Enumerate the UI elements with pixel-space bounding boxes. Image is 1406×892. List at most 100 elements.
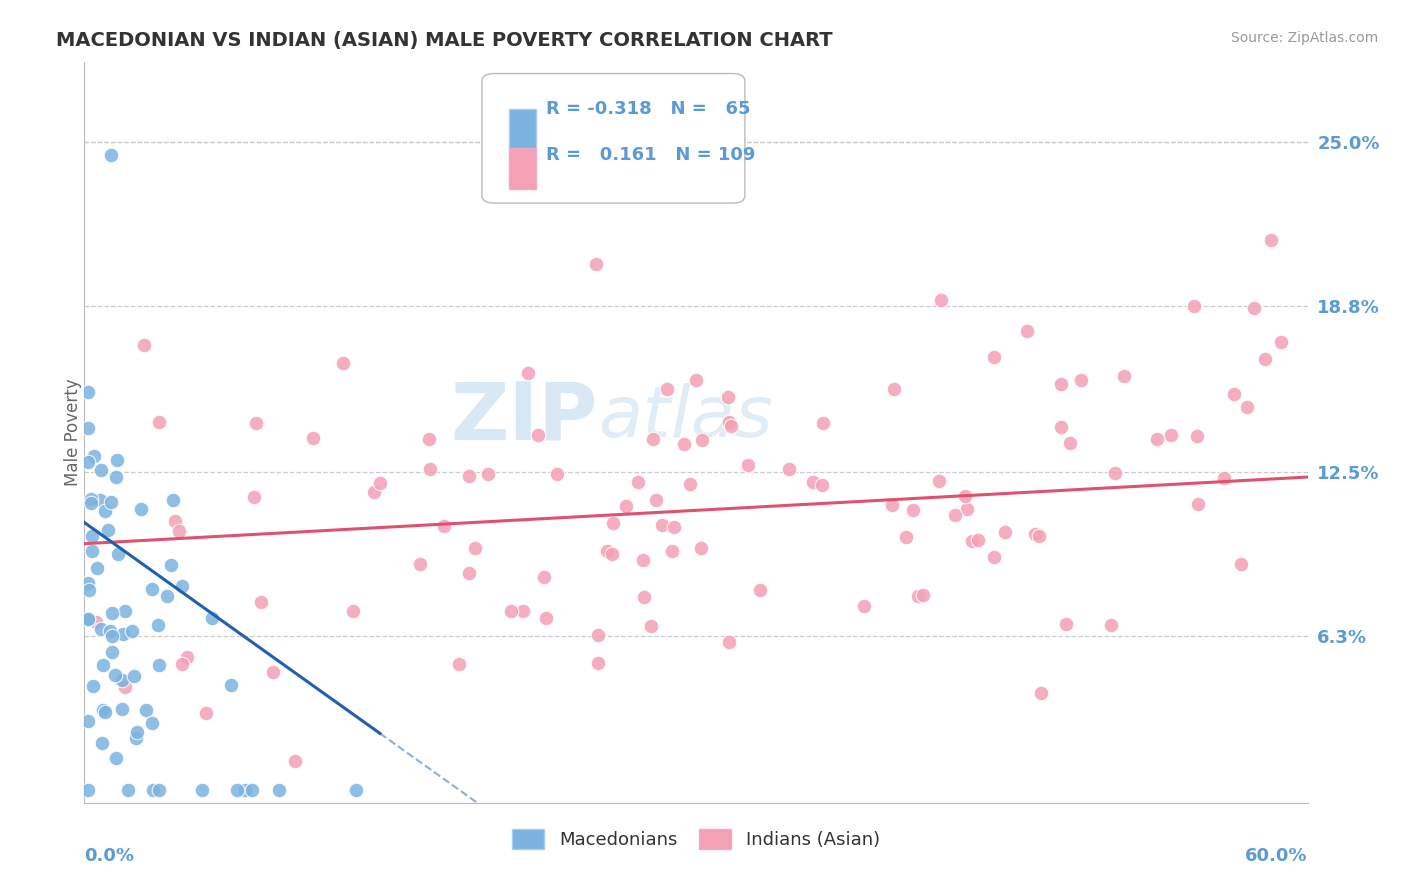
Point bbox=[132, 338, 155, 352]
Text: atlas: atlas bbox=[598, 384, 773, 452]
Point bbox=[97, 523, 120, 537]
Point bbox=[141, 715, 163, 730]
Point bbox=[77, 582, 100, 597]
Legend: Macedonians, Indians (Asian): Macedonians, Indians (Asian) bbox=[505, 822, 887, 856]
Point bbox=[170, 657, 193, 672]
Point bbox=[114, 604, 136, 618]
Point bbox=[245, 416, 267, 430]
Point bbox=[89, 493, 111, 508]
Text: ZIP: ZIP bbox=[451, 379, 598, 457]
Point bbox=[464, 541, 486, 556]
Point bbox=[82, 679, 104, 693]
Y-axis label: Male Poverty: Male Poverty bbox=[65, 379, 82, 486]
Point bbox=[1187, 429, 1209, 443]
Text: 60.0%: 60.0% bbox=[1246, 847, 1308, 865]
Point bbox=[167, 524, 190, 538]
Point bbox=[100, 624, 122, 639]
Point bbox=[1029, 686, 1052, 700]
Point bbox=[960, 533, 983, 548]
Point bbox=[284, 754, 307, 768]
Point bbox=[1213, 471, 1236, 485]
Point bbox=[718, 415, 741, 429]
Point bbox=[148, 782, 170, 797]
Point bbox=[262, 665, 284, 680]
Point bbox=[163, 514, 186, 528]
Point bbox=[342, 604, 364, 618]
Point bbox=[811, 416, 834, 430]
Text: 0.0%: 0.0% bbox=[84, 847, 135, 865]
Point bbox=[121, 624, 143, 638]
Point bbox=[679, 476, 702, 491]
Point bbox=[803, 475, 825, 489]
Point bbox=[80, 529, 103, 543]
Point bbox=[226, 782, 249, 797]
Point bbox=[880, 498, 903, 512]
Point bbox=[546, 467, 568, 482]
Point bbox=[1059, 436, 1081, 450]
Point bbox=[156, 589, 179, 603]
Point bbox=[600, 547, 623, 561]
Point bbox=[1104, 466, 1126, 480]
Point bbox=[501, 604, 523, 618]
Point bbox=[1028, 528, 1050, 542]
Point bbox=[101, 645, 124, 659]
Point bbox=[117, 782, 139, 797]
Point bbox=[903, 503, 925, 517]
Point bbox=[419, 462, 441, 476]
Point bbox=[105, 751, 128, 765]
Point bbox=[111, 673, 134, 688]
Point bbox=[125, 725, 148, 739]
Point bbox=[142, 782, 165, 797]
Point bbox=[195, 706, 218, 720]
Point bbox=[512, 604, 534, 618]
Point bbox=[1112, 368, 1135, 383]
Point bbox=[409, 558, 432, 572]
Point bbox=[1236, 401, 1258, 415]
Point bbox=[77, 782, 100, 797]
Point bbox=[79, 492, 101, 507]
Point bbox=[201, 611, 224, 625]
Point bbox=[90, 463, 112, 477]
FancyBboxPatch shape bbox=[509, 148, 536, 189]
FancyBboxPatch shape bbox=[482, 73, 745, 203]
FancyBboxPatch shape bbox=[509, 109, 536, 150]
Point bbox=[943, 508, 966, 522]
Point bbox=[105, 453, 128, 467]
Point bbox=[1243, 301, 1265, 315]
Point bbox=[77, 612, 100, 626]
Point bbox=[105, 470, 128, 484]
Point bbox=[717, 635, 740, 649]
Point bbox=[956, 501, 979, 516]
Point bbox=[129, 501, 152, 516]
Point bbox=[93, 706, 115, 720]
Point bbox=[748, 582, 770, 597]
Point bbox=[104, 668, 127, 682]
Point bbox=[633, 590, 655, 604]
Point bbox=[135, 703, 157, 717]
Point bbox=[79, 496, 101, 510]
Point bbox=[86, 561, 108, 575]
Point bbox=[77, 575, 100, 590]
Point bbox=[146, 617, 169, 632]
Point bbox=[662, 520, 685, 534]
Point bbox=[627, 475, 650, 489]
Point bbox=[77, 385, 100, 400]
Point bbox=[1049, 419, 1071, 434]
Point bbox=[643, 432, 665, 446]
Point bbox=[717, 390, 740, 404]
Point bbox=[778, 462, 800, 476]
Point bbox=[80, 544, 103, 558]
Point bbox=[112, 627, 135, 641]
Text: R = -0.318   N =   65: R = -0.318 N = 65 bbox=[546, 100, 749, 118]
Point bbox=[586, 628, 609, 642]
Point bbox=[100, 494, 122, 508]
Point bbox=[91, 657, 114, 672]
Point bbox=[661, 544, 683, 558]
Point bbox=[433, 519, 456, 533]
Point bbox=[90, 736, 112, 750]
Point bbox=[114, 681, 136, 695]
Point bbox=[631, 552, 654, 566]
Point bbox=[344, 782, 367, 797]
Point bbox=[994, 524, 1017, 539]
Point bbox=[928, 475, 950, 489]
